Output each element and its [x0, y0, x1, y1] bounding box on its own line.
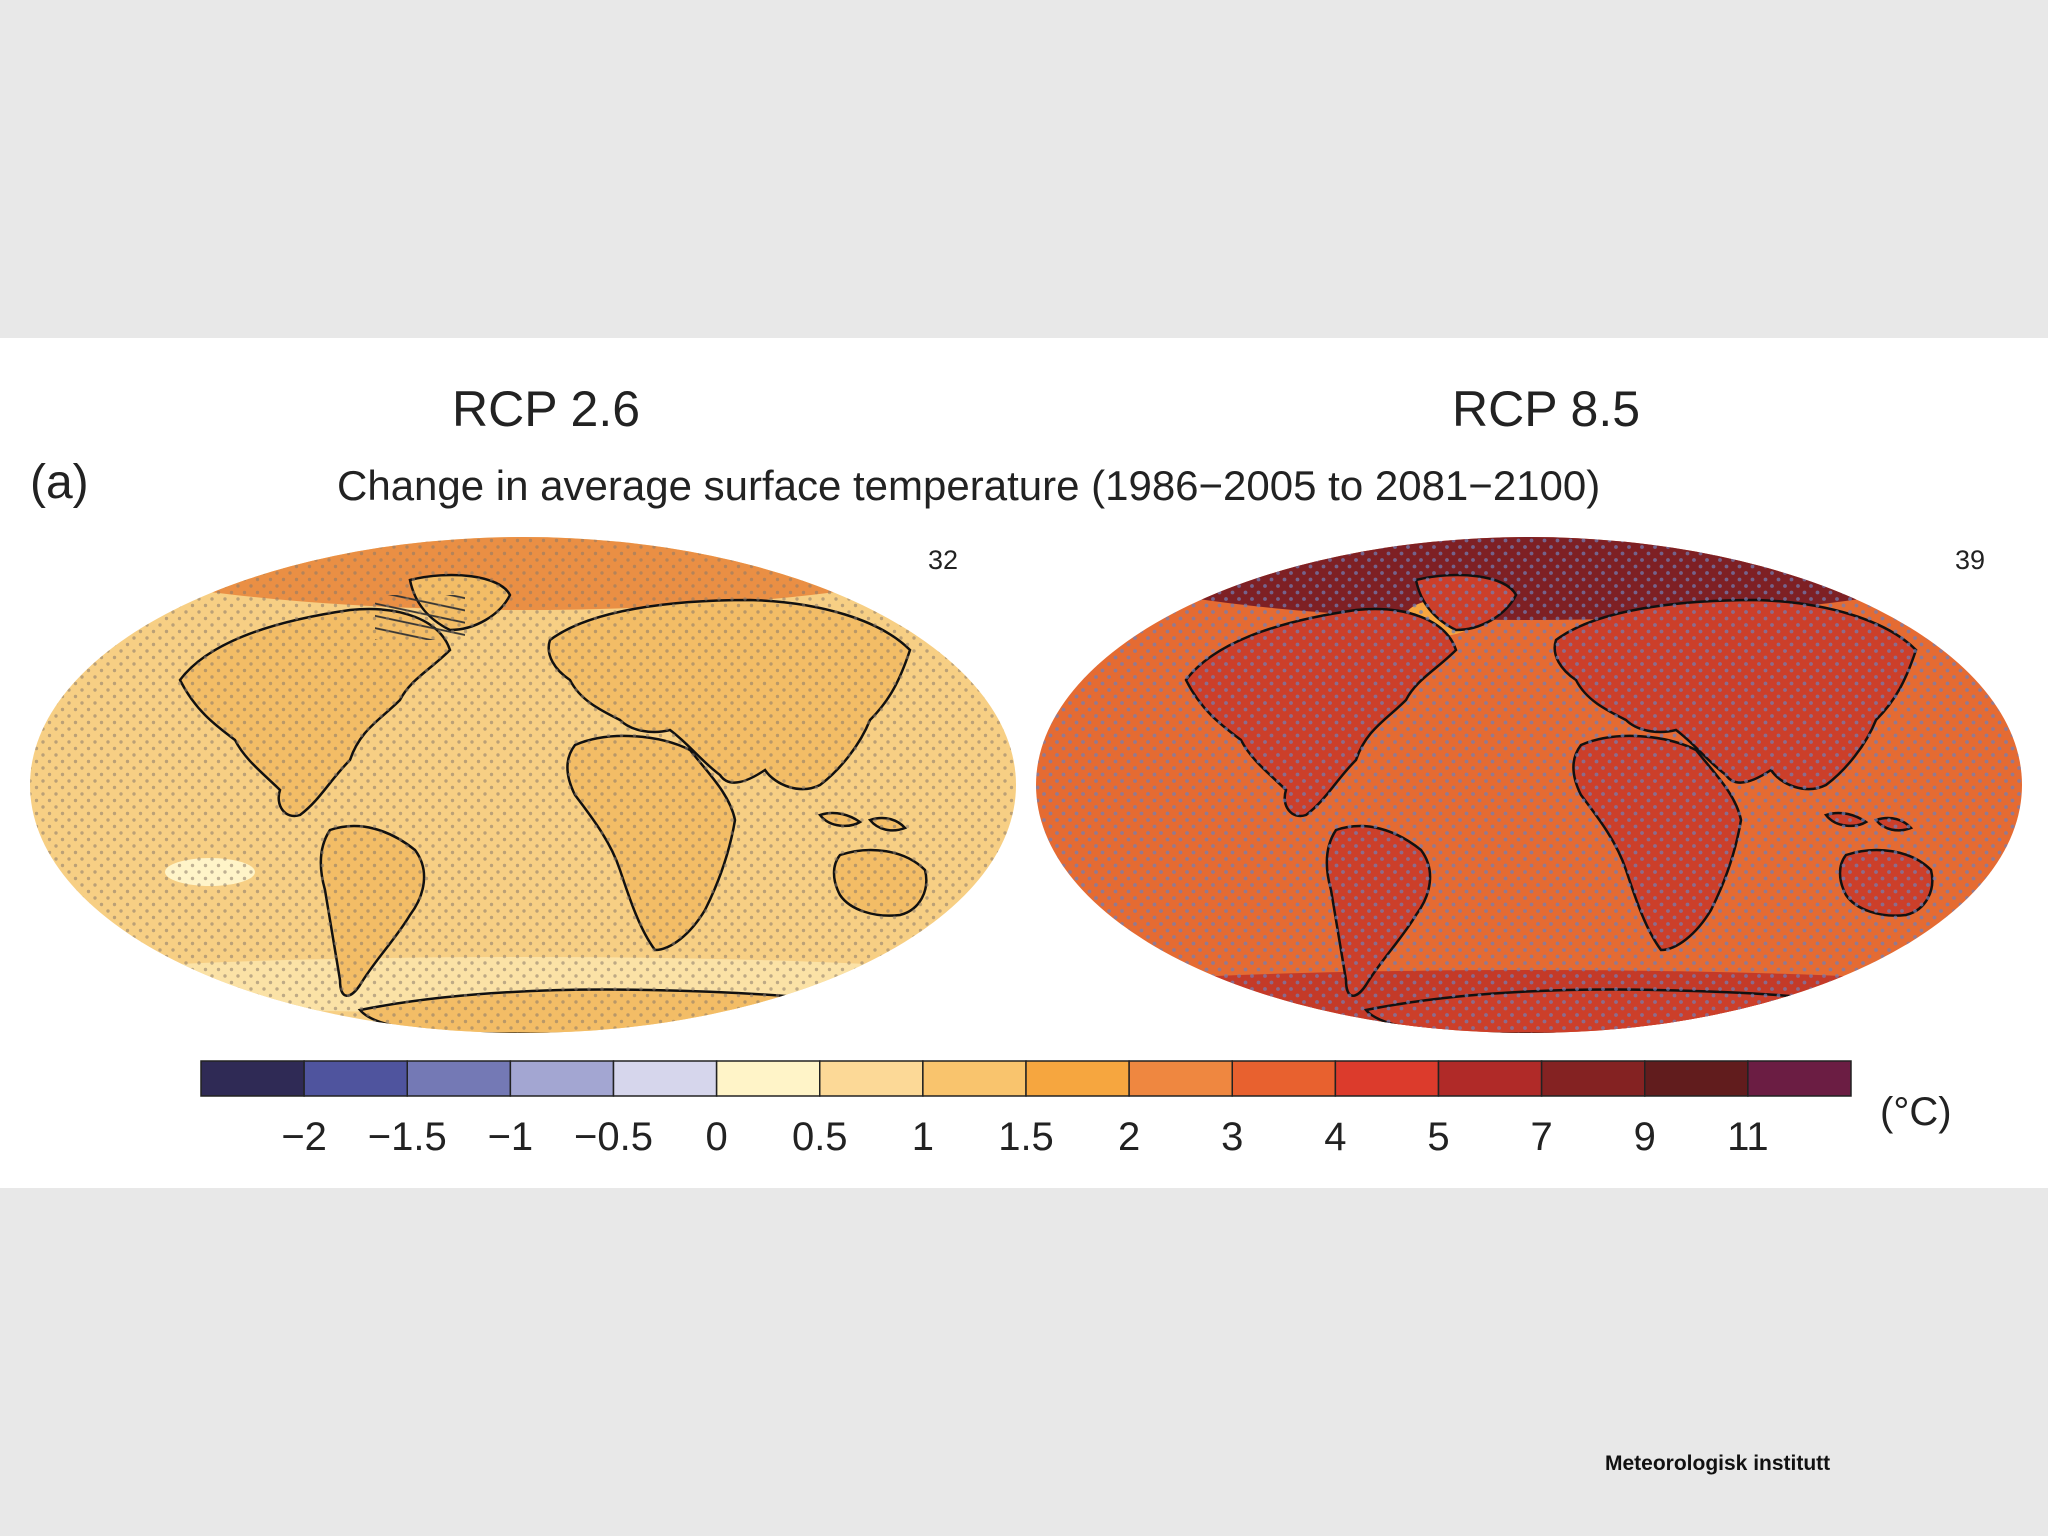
colorbar-bin [1437, 1060, 1543, 1097]
panel-label: (a) [30, 456, 89, 509]
colorbar-tick-label: 9 [1633, 1115, 1656, 1159]
map-rcp85-stippling [1036, 537, 2022, 1033]
colorbar-tick-label: 2 [1118, 1115, 1141, 1159]
colorbar-bin [1231, 1060, 1337, 1097]
colorbar-tick-label: 0 [705, 1115, 728, 1159]
colorbar-tick-label: 7 [1530, 1115, 1553, 1159]
colorbar-tick-label: 1 [911, 1115, 934, 1159]
colorbar-bin [922, 1060, 1027, 1097]
colorbar-tick-label: −1.5 [367, 1115, 447, 1159]
colorbar-bin [819, 1060, 924, 1097]
model-count-rcp26: 32 [928, 545, 959, 575]
colorbar-tick-label: 5 [1427, 1115, 1450, 1159]
colorbar-tick-label: 11 [1727, 1115, 1769, 1159]
colorbar-tick-label: 1.5 [998, 1115, 1054, 1159]
colorbar-bin [1128, 1060, 1233, 1097]
colorbar-bin [1540, 1060, 1646, 1097]
map-rcp85 [1036, 537, 2022, 1033]
colorbar-tick-label: −1 [487, 1115, 534, 1159]
model-count-rcp85: 39 [1955, 545, 1986, 575]
colorbar-bin [1644, 1060, 1749, 1097]
map-title-rcp85: RCP 8.5 [1452, 381, 1641, 437]
colorbar-bin [200, 1060, 305, 1097]
colorbar-bin [1025, 1060, 1130, 1097]
map-rcp26 [30, 537, 1016, 1033]
colorbar-bin [406, 1060, 512, 1097]
figure-subtitle: Change in average surface temperature (1… [337, 462, 1601, 509]
maps-svg [30, 537, 2022, 1033]
colorbar-tick-label: −2 [281, 1115, 327, 1159]
colorbar-unit: (°C) [1880, 1090, 1952, 1134]
colorbar-bin [1747, 1060, 1852, 1097]
colorbar-bin [715, 1060, 821, 1097]
colorbar-tick-label: 3 [1221, 1115, 1244, 1159]
colorbar-bin [509, 1060, 615, 1097]
colorbar-bin [612, 1060, 718, 1097]
colorbar-bin [303, 1060, 408, 1097]
footer-credit: Meteorologisk institutt [1605, 1452, 1831, 1475]
map-title-rcp26: RCP 2.6 [452, 381, 641, 437]
colorbar-bin [1334, 1060, 1440, 1097]
colorbar-tick-label: 0.5 [791, 1115, 848, 1159]
colorbar-tick-label: 4 [1324, 1115, 1347, 1159]
map-rcp26-stippling [30, 537, 1016, 1033]
colorbar-tick-label: −0.5 [574, 1115, 653, 1159]
colorbar [200, 1060, 1852, 1097]
